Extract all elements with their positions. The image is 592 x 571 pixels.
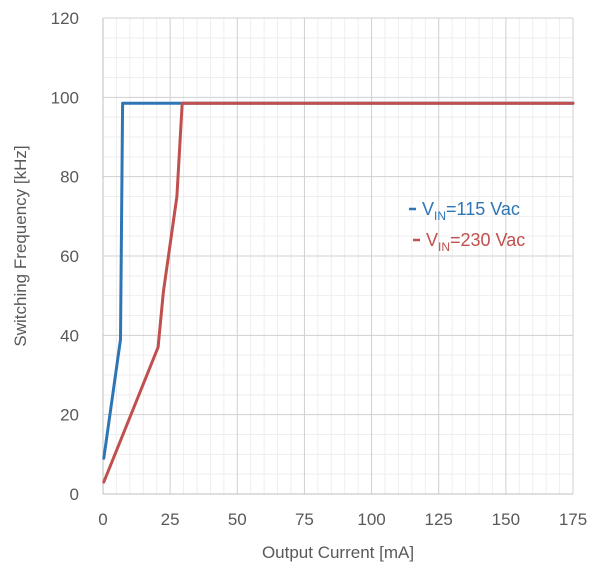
x-axis-title: Output Current [mA]: [262, 543, 414, 562]
y-axis-title: Switching Frequency [kHz]: [11, 145, 30, 346]
y-tick-label: 120: [51, 9, 79, 28]
y-tick-label: 40: [60, 326, 79, 345]
series-layer: [102, 101, 575, 484]
x-tick-label: 100: [357, 510, 385, 529]
legend-label-230-suffix: =230 Vac: [450, 230, 525, 250]
legend-label-115: VIN=115 Vac: [422, 199, 520, 223]
legend-label-115-subscript: IN: [434, 209, 446, 223]
legend: VIN=115 Vac VIN=230 Vac: [409, 199, 525, 254]
legend-entry-115: VIN=115 Vac: [409, 199, 520, 223]
tick-labels: 0 25 50 75 100 125 150 175 0 20 40 60 80 100 120: [51, 9, 588, 529]
y-tick-label: 60: [60, 247, 79, 266]
y-tick-label: 80: [60, 168, 79, 187]
legend-entry-230: VIN=230 Vac: [413, 230, 525, 254]
x-tick-label: 175: [559, 510, 587, 529]
major-gridlines: [103, 17, 574, 494]
legend-label-115-suffix: =115 Vac: [446, 199, 520, 219]
x-tick-label: 50: [228, 510, 247, 529]
x-tick-label: 0: [98, 510, 107, 529]
y-tick-label: 20: [60, 406, 79, 425]
x-tick-label: 150: [492, 510, 520, 529]
y-tick-label: 0: [70, 485, 79, 504]
x-tick-label: 75: [295, 510, 314, 529]
legend-label-230-subscript: IN: [438, 240, 450, 254]
y-tick-label: 100: [51, 88, 79, 107]
legend-label-115-prefix: V: [422, 199, 434, 219]
legend-label-230: VIN=230 Vac: [426, 230, 525, 254]
axes: [102, 18, 573, 495]
legend-label-230-prefix: V: [426, 230, 438, 250]
series-line-1: [102, 101, 575, 484]
x-tick-label: 25: [161, 510, 180, 529]
x-tick-label: 125: [425, 510, 453, 529]
